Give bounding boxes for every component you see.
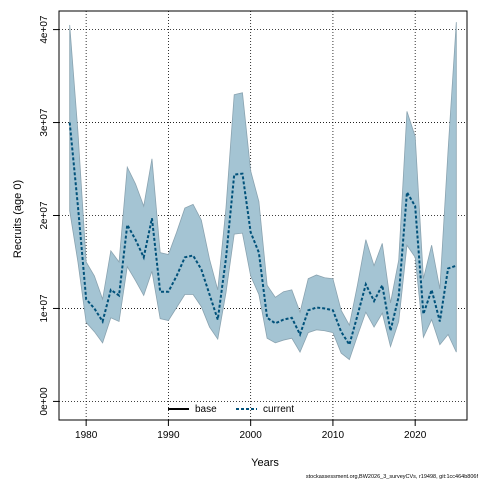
uncertainty-band-layer [69,22,457,361]
x-tick-label-4: 2020 [404,430,427,441]
x-tick-label-0: 1980 [75,430,98,441]
y-tick-label-1: 1e+07 [39,294,50,323]
series-lines-layer [68,122,457,348]
x-axis: 1980 1990 2000 2010 2020 [75,420,427,441]
y-axis: 0e+00 1e+07 2e+07 3e+07 4e+07 [39,15,59,415]
footer-credit: stockassessment.org,BW2026_3_surveyCVs, … [306,474,479,480]
y-tick-label-3: 3e+07 [39,108,50,137]
legend: base current [168,404,294,415]
y-axis-label: Recruits (age 0) [12,180,24,258]
x-tick-label-1: 1990 [157,430,180,441]
legend-label-base: base [195,404,217,415]
y-tick-label-0: 0e+00 [39,387,50,416]
y-tick-label-4: 4e+07 [39,15,50,44]
uncertainty-band [69,22,457,361]
y-tick-label-2: 2e+07 [39,201,50,230]
series-line-current [68,122,457,348]
x-tick-label-3: 2010 [322,430,345,441]
x-axis-label: Years [251,457,279,469]
x-tick-label-2: 2000 [240,430,263,441]
legend-label-current: current [263,404,294,415]
